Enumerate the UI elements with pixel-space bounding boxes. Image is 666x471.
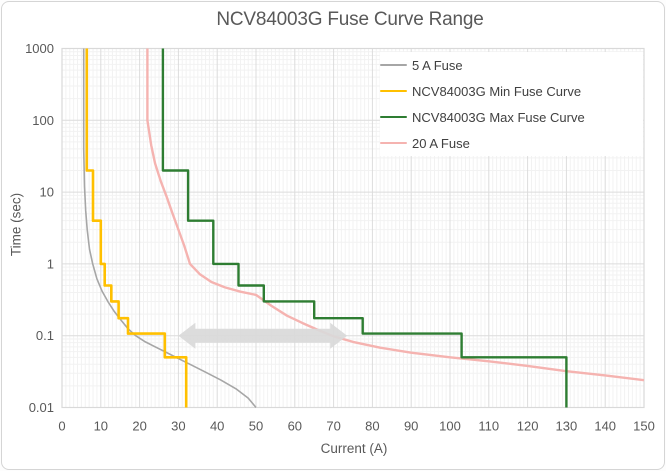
x-tick-label: 20 — [132, 419, 146, 434]
x-tick-label: 110 — [478, 419, 499, 434]
legend: 5 A Fuse NCV84003G Min Fuse Curve NCV84003… — [380, 52, 643, 156]
legend-item-20-a-fuse: 20 A Fuse — [380, 130, 643, 156]
x-tick-label: 100 — [439, 419, 461, 434]
x-axis-title: Current (A) — [320, 441, 388, 456]
x-tick-label: 40 — [210, 419, 224, 434]
y-axis-tick-labels: 1000 100 10 1 0.1 0.01 — [25, 41, 54, 415]
legend-swatch-5-a-fuse — [380, 64, 407, 66]
x-tick-label: 70 — [326, 419, 340, 434]
chart-title: NCV84003G Fuse Curve Range — [216, 9, 484, 30]
x-tick-label: 10 — [94, 419, 108, 434]
legend-label: 5 A Fuse — [412, 57, 463, 73]
x-tick-label: 140 — [594, 419, 616, 434]
series-line-ncv84003g-max-fuse-curve — [161, 48, 568, 408]
x-tick-label: 60 — [288, 419, 302, 434]
y-axis-title: Time (sec) — [8, 192, 24, 257]
y-tick-label: 10 — [40, 185, 54, 200]
legend-item-5-a-fuse: 5 A Fuse — [380, 52, 643, 78]
x-tick-label: 0 — [58, 419, 65, 434]
x-axis-tick-labels: 0 10 20 30 40 50 60 70 80 90 100 110 120 130 140 150 — [58, 419, 654, 434]
y-tick-label: 0.01 — [29, 400, 54, 415]
y-tick-label: 1000 — [25, 41, 54, 56]
plot-area-border — [61, 47, 645, 409]
x-tick-label: 150 — [633, 419, 655, 434]
legend-swatch-20-a-fuse — [380, 141, 407, 145]
legend-label: 20 A Fuse — [412, 135, 470, 151]
y-tick-label: 0.1 — [36, 328, 54, 343]
x-tick-label: 130 — [556, 419, 578, 434]
y-tick-label: 1 — [47, 256, 54, 271]
series-line-ncv84003g-min-fuse-curve — [85, 48, 188, 408]
x-tick-label: 50 — [249, 419, 263, 434]
x-tick-label: 30 — [171, 419, 185, 434]
legend-label: NCV84003G Max Fuse Curve — [412, 109, 585, 125]
x-tick-label: 120 — [517, 419, 539, 434]
y-tick-label: 100 — [32, 113, 54, 128]
x-tick-label: 90 — [404, 419, 418, 434]
legend-item-ncv84003g-min-fuse-curve: NCV84003G Min Fuse Curve — [380, 78, 643, 104]
legend-swatch-ncv84003g-min-fuse-curve — [380, 89, 407, 93]
legend-label: NCV84003G Min Fuse Curve — [412, 83, 582, 99]
legend-item-ncv84003g-max-fuse-curve: NCV84003G Max Fuse Curve — [380, 104, 643, 130]
fuse-range-double-arrow — [178, 322, 348, 349]
legend-swatch-ncv84003g-max-fuse-curve — [380, 115, 407, 119]
x-tick-label: 80 — [365, 419, 379, 434]
series-line-20-a-fuse — [146, 48, 645, 382]
series-line-5-a-fuse — [82, 48, 257, 409]
